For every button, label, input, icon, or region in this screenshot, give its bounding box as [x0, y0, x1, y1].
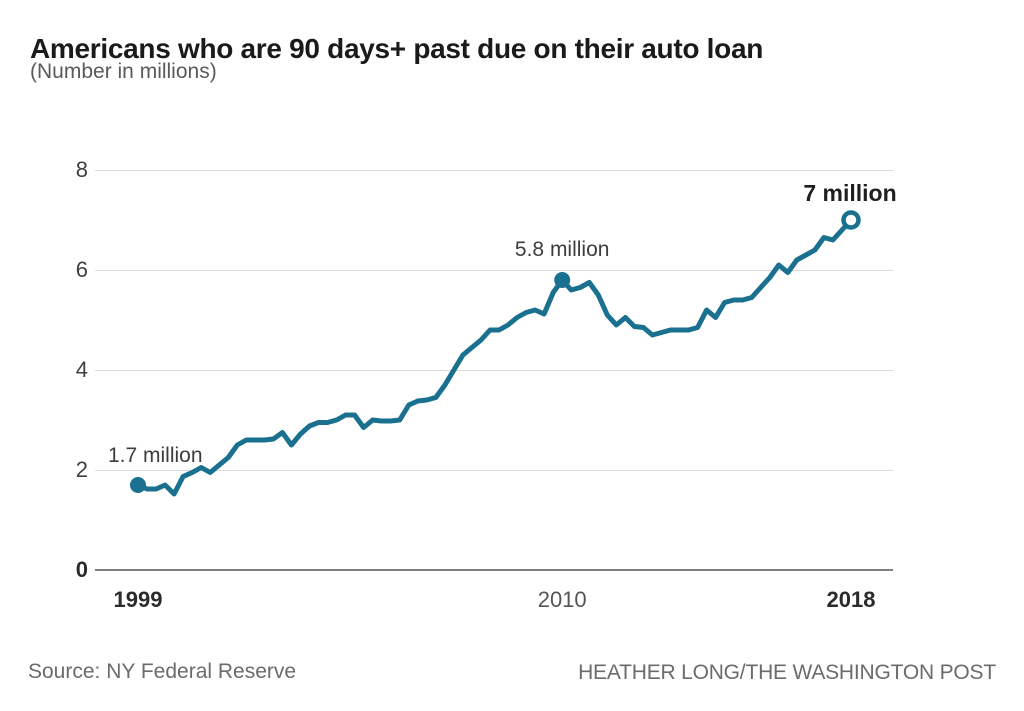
gridline	[95, 370, 893, 371]
annotation-1-7-million: 1.7 million	[108, 444, 203, 467]
peak-point-marker	[554, 272, 571, 288]
annotation-7-million: 7 million	[803, 180, 897, 206]
x-axis-tick-label: 1999	[113, 587, 163, 612]
x-axis-tick-label: 2018	[826, 587, 876, 612]
y-axis-tick-label: 2	[75, 457, 88, 482]
annotation-5-8-million: 5.8 million	[514, 238, 610, 261]
gridline	[95, 270, 893, 271]
gridline	[95, 170, 893, 171]
y-axis-tick-label: 6	[75, 257, 88, 282]
chart-title: Americans who are 90 days+ past due on t…	[30, 32, 764, 64]
data-line	[135, 217, 854, 497]
y-axis-tick-label: 8	[75, 157, 88, 182]
x-axis-tick-label: 2010	[537, 587, 587, 612]
x-axis-line	[95, 569, 893, 571]
source-credit: Source: NY Federal Reserve	[28, 660, 297, 683]
end-point-marker	[841, 210, 861, 230]
byline-credit: HEATHER LONG/THE WASHINGTON POST	[578, 661, 996, 684]
chart-subtitle: (Number in millions)	[30, 60, 217, 83]
gridline	[95, 470, 893, 471]
start-point-marker	[130, 477, 146, 493]
y-axis-tick-label: 0	[75, 557, 88, 582]
y-axis-tick-label: 4	[75, 357, 88, 382]
